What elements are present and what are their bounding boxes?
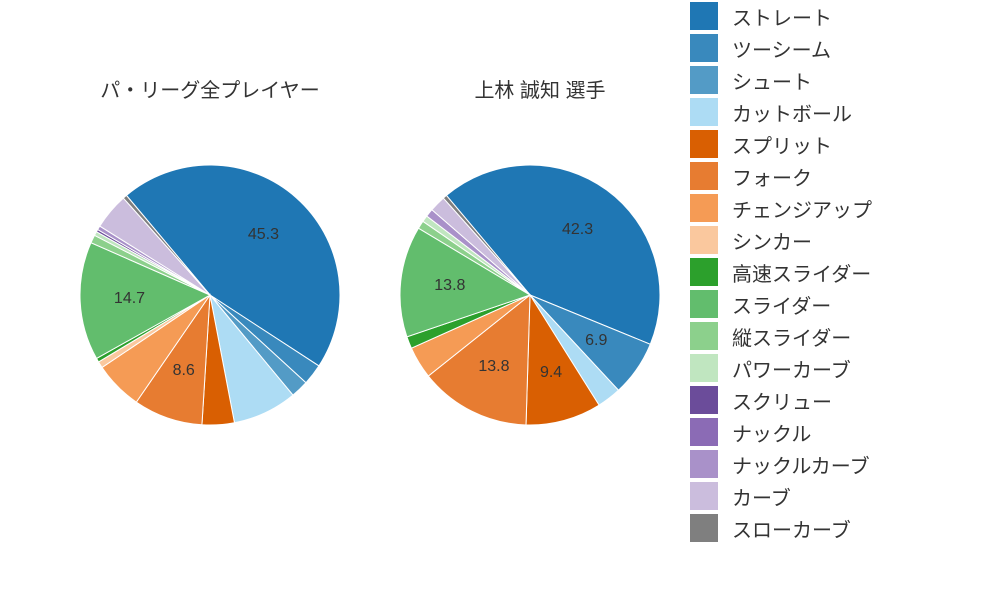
legend-label: ツーシーム: [732, 34, 831, 63]
slice-value-label: 45.3: [248, 226, 279, 244]
legend-swatch: [690, 34, 718, 62]
legend-label: シュート: [732, 66, 812, 95]
legend-item: スライダー: [690, 288, 990, 320]
legend-swatch: [690, 514, 718, 542]
slice-value-label: 13.8: [434, 277, 465, 295]
legend-item: 縦スライダー: [690, 320, 990, 352]
legend-item: スプリット: [690, 128, 990, 160]
legend-item: カーブ: [690, 480, 990, 512]
legend-swatch: [690, 194, 718, 222]
legend-item: ナックルカーブ: [690, 448, 990, 480]
legend-swatch: [690, 98, 718, 126]
legend-swatch: [690, 386, 718, 414]
legend-item: スローカーブ: [690, 512, 990, 544]
legend-swatch: [690, 162, 718, 190]
slice-value-label: 42.3: [562, 221, 593, 239]
legend-label: パワーカーブ: [732, 354, 851, 383]
legend-swatch: [690, 418, 718, 446]
legend-label: 縦スライダー: [732, 322, 851, 351]
legend-label: スライダー: [732, 290, 831, 319]
legend: ストレートツーシームシュートカットボールスプリットフォークチェンジアップシンカー…: [690, 0, 990, 544]
chart-stage: パ・リーグ全プレイヤー 上林 誠知 選手 45.38.614.742.36.99…: [0, 0, 1000, 600]
legend-swatch: [690, 130, 718, 158]
slice-value-label: 14.7: [114, 290, 145, 308]
legend-item: ツーシーム: [690, 32, 990, 64]
legend-swatch: [690, 226, 718, 254]
legend-label: ストレート: [732, 2, 832, 31]
legend-label: カットボール: [732, 98, 852, 127]
legend-item: パワーカーブ: [690, 352, 990, 384]
legend-label: スクリュー: [732, 386, 832, 415]
legend-item: カットボール: [690, 96, 990, 128]
slice-value-label: 9.4: [540, 364, 562, 382]
legend-swatch: [690, 450, 718, 478]
legend-label: カーブ: [732, 482, 791, 511]
legend-item: ストレート: [690, 0, 990, 32]
legend-label: ナックル: [732, 418, 811, 447]
legend-item: チェンジアップ: [690, 192, 990, 224]
legend-item: 高速スライダー: [690, 256, 990, 288]
legend-swatch: [690, 482, 718, 510]
legend-label: シンカー: [732, 226, 812, 255]
slice-value-label: 13.8: [478, 358, 509, 376]
legend-swatch: [690, 2, 718, 30]
legend-item: スクリュー: [690, 384, 990, 416]
legend-item: シンカー: [690, 224, 990, 256]
legend-label: フォーク: [732, 162, 812, 191]
legend-swatch: [690, 322, 718, 350]
legend-label: 高速スライダー: [732, 258, 871, 287]
legend-swatch: [690, 66, 718, 94]
legend-label: スローカーブ: [732, 514, 851, 543]
legend-label: ナックルカーブ: [732, 450, 870, 479]
legend-swatch: [690, 290, 718, 318]
legend-swatch: [690, 354, 718, 382]
slice-value-label: 6.9: [585, 332, 607, 350]
legend-item: ナックル: [690, 416, 990, 448]
legend-item: シュート: [690, 64, 990, 96]
legend-label: チェンジアップ: [732, 194, 872, 223]
slice-value-label: 8.6: [173, 362, 195, 380]
legend-label: スプリット: [732, 130, 832, 159]
legend-swatch: [690, 258, 718, 286]
legend-item: フォーク: [690, 160, 990, 192]
